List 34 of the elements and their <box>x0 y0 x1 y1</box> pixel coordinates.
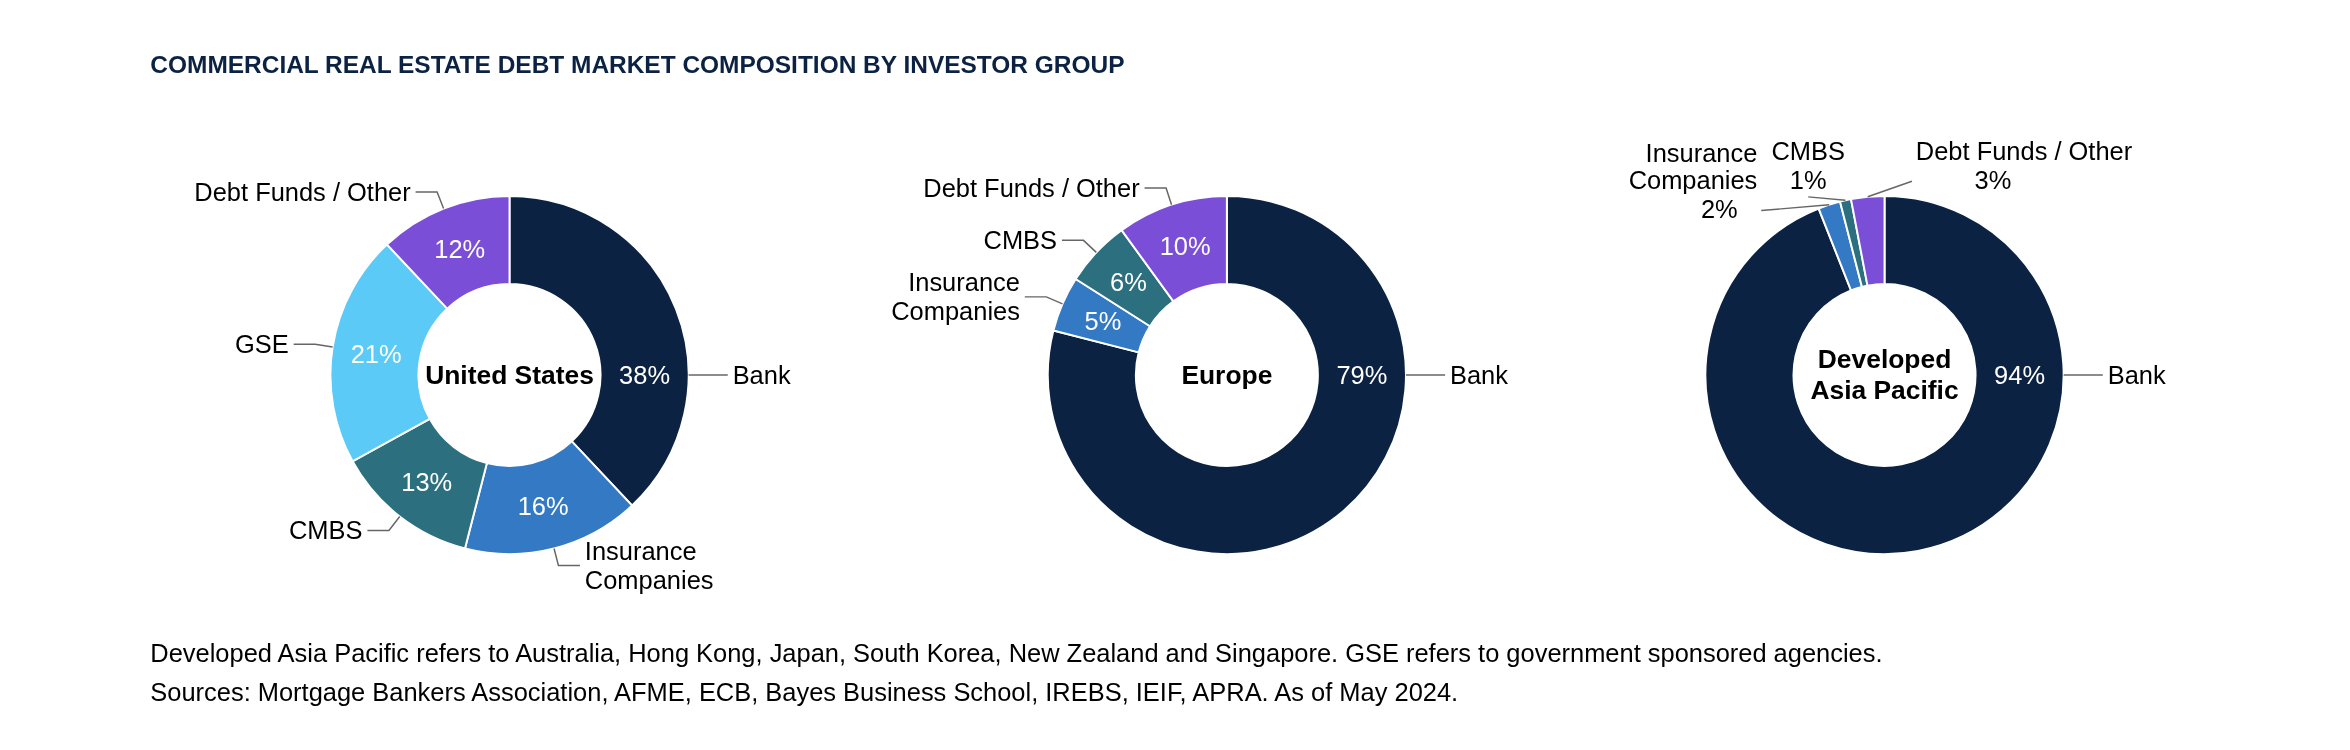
slice-label: Bank <box>1450 360 1509 389</box>
text: COMMERCIAL REAL ESTATE DEBT MARKET COMPOSITION BY INVESTOR GROUP <box>150 50 1125 78</box>
data-label: 21% <box>350 339 402 368</box>
data-label: 16% <box>517 491 569 520</box>
data-label: 6% <box>1110 268 1147 297</box>
data-label: 3% <box>1974 166 2012 195</box>
slice-label: Debt Funds / Other <box>194 177 412 206</box>
slice-label: Insurance Companies <box>891 268 1020 326</box>
slice-label: Bank <box>2107 360 2166 389</box>
slice-label: GSE <box>235 330 289 359</box>
data-label: 10% <box>1159 232 1211 261</box>
data-label: 79% <box>1336 360 1388 389</box>
slice-label: Debt Funds / Other <box>923 173 1141 202</box>
data-label: 94% <box>1994 360 2046 389</box>
text: Developed Asia Pacific <box>1810 344 1959 406</box>
text: Developed Asia Pacific refers to Australia, Hong Kong, Japan, South Korea, New Zealand and Singapore. GSE refers to government sponsored agencies. <box>150 638 1883 667</box>
slice-label: Bank <box>732 360 791 389</box>
slice-label: Insurance Companies <box>1628 138 1758 195</box>
data-label: 1% <box>1789 166 1827 195</box>
slice-label: Debt Funds / Other <box>1915 136 2133 165</box>
data-label: 13% <box>401 467 453 496</box>
slice-label: CMBS <box>983 226 1058 255</box>
donut-slice <box>1704 194 2065 555</box>
slice-label: Insurance Companies <box>584 536 714 595</box>
source-note: Sources: Mortgage Bankers Association, AFME, ECB, Bayes Business School, IREBS, IEIF, APRA. As of May 2024. <box>150 677 1459 706</box>
slice-label: CMBS <box>1771 136 1845 165</box>
slice-label: CMBS <box>289 516 363 545</box>
text: Europe <box>1181 359 1273 390</box>
data-label: 12% <box>434 235 486 264</box>
data-label: 38% <box>619 360 671 389</box>
data-label: 2% <box>1700 195 1738 224</box>
text: United States <box>425 359 594 390</box>
donut-slice <box>1817 200 1863 292</box>
data-label: 5% <box>1084 307 1122 336</box>
